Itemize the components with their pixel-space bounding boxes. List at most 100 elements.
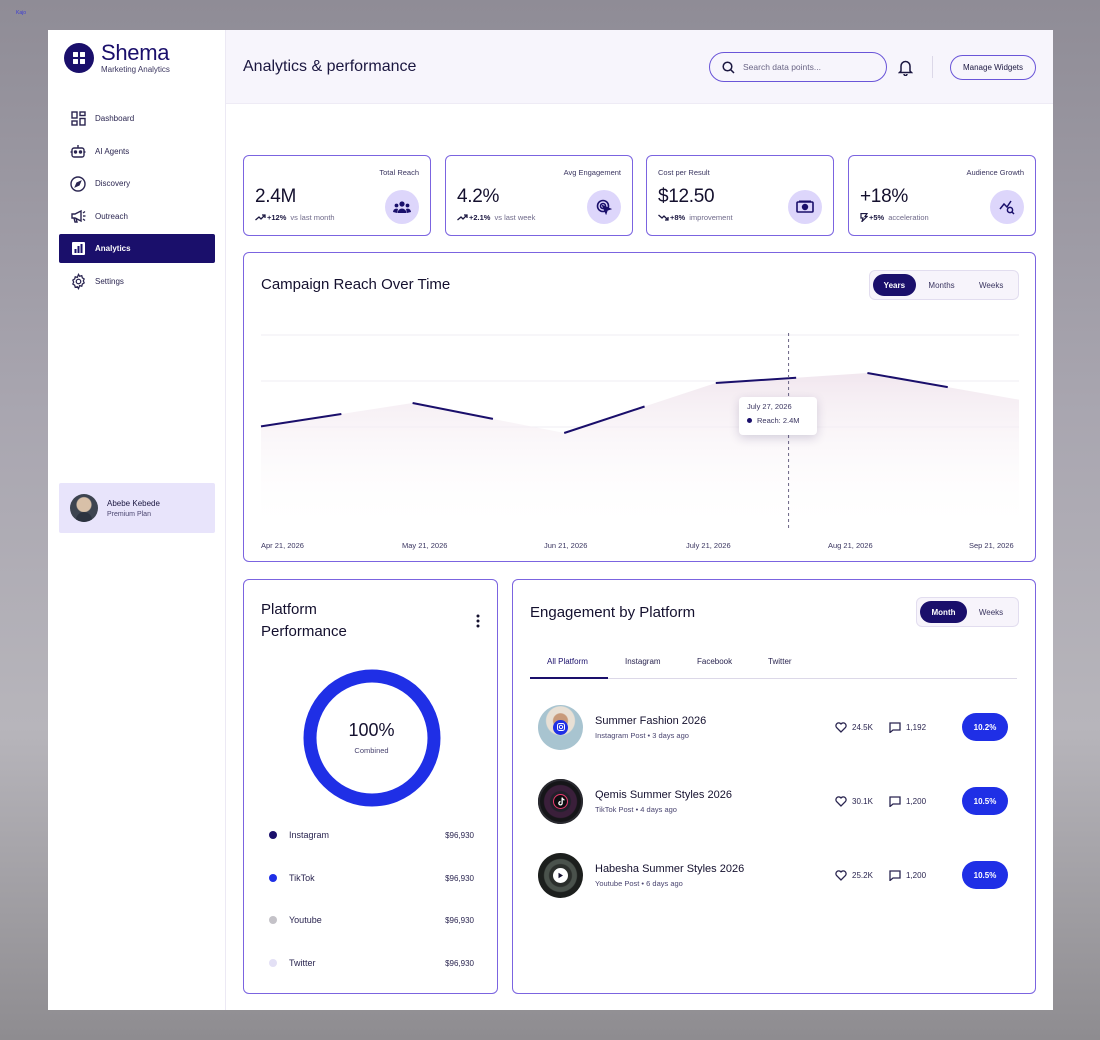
tooltip-label: Reach: 2.4M xyxy=(757,416,800,425)
robot-icon xyxy=(69,142,87,160)
range-month-button[interactable]: Month xyxy=(920,601,967,623)
comments-count: 1,200 xyxy=(889,869,926,881)
stat-value: +18% xyxy=(860,186,908,207)
list-item[interactable]: Qemis Summer Styles 2026 TikTok Post • 4… xyxy=(538,778,1008,824)
platform-title: Platform Performance xyxy=(261,599,347,643)
stat-label: Audience Growth xyxy=(966,168,1024,177)
engagement-range-toggle: Month Weeks xyxy=(916,597,1019,627)
likes-value: 24.5K xyxy=(852,722,873,732)
sidebar-item-analytics[interactable]: Analytics xyxy=(59,234,215,263)
avatar xyxy=(70,494,98,522)
megaphone-icon xyxy=(69,207,87,225)
user-profile-card[interactable]: Abebe Kebede Premium Plan xyxy=(59,483,215,533)
likes-value: 30.1K xyxy=(852,796,873,806)
comment-icon xyxy=(889,869,901,881)
x-tick-label: May 21, 2026 xyxy=(402,541,448,550)
sidebar-nav: Dashboard AI Agents Discovery Outreach xyxy=(59,104,215,299)
legend-dot xyxy=(269,959,277,967)
sidebar-item-dashboard[interactable]: Dashboard xyxy=(59,104,215,133)
likes-count: 24.5K xyxy=(835,721,873,733)
stat-card-avg-engagement[interactable]: Avg Engagement 4.2% +2.1% vs last week xyxy=(445,155,633,236)
stat-value: $12.50 xyxy=(658,186,715,207)
series-line-segment xyxy=(260,412,342,428)
legend-dot xyxy=(269,916,277,924)
stat-delta-value: +5% xyxy=(869,213,885,222)
x-tick-label: Aug 21, 2026 xyxy=(828,541,873,550)
heart-icon xyxy=(835,721,847,733)
search-input[interactable] xyxy=(743,62,873,72)
gear-icon xyxy=(69,272,87,290)
stat-delta-value: +12% xyxy=(267,213,287,222)
comment-icon xyxy=(889,721,901,733)
profile-name: Abebe Kebede xyxy=(107,498,160,508)
tooltip-date: July 27, 2026 xyxy=(747,402,792,411)
legend-item-twitter[interactable]: Twitter $96,930 xyxy=(269,958,474,968)
sidebar-item-outreach[interactable]: Outreach xyxy=(59,202,215,231)
series-line-segment xyxy=(867,372,948,389)
stat-card-total-reach[interactable]: Total Reach 2.4M +12% vs last month xyxy=(243,155,431,236)
sidebar: Shema Marketing Analytics Dashboard AI A… xyxy=(48,30,226,1010)
engagement-rate-button[interactable]: 10.2% xyxy=(962,713,1008,741)
range-months-button[interactable]: Months xyxy=(916,274,968,296)
more-options-icon[interactable] xyxy=(476,614,480,633)
sidebar-item-label: Discovery xyxy=(95,179,131,188)
heart-icon xyxy=(835,869,847,881)
sidebar-item-settings[interactable]: Settings xyxy=(59,267,215,296)
legend-name: Instagram xyxy=(289,830,330,840)
engagement-card: Engagement by Platform Month Weeks All P… xyxy=(512,579,1036,994)
tab-facebook[interactable]: Facebook xyxy=(697,657,733,666)
sidebar-item-label: Dashboard xyxy=(95,114,135,123)
manage-widgets-button[interactable]: Manage Widgets xyxy=(950,55,1036,80)
legend-item-youtube[interactable]: Youtube $96,930 xyxy=(269,915,474,925)
top-header: Analytics & performance Manage Widgets xyxy=(226,30,1053,104)
tab-instagram[interactable]: Instagram xyxy=(625,657,661,666)
stat-value: 4.2% xyxy=(457,186,500,207)
bar-chart-icon xyxy=(69,240,87,258)
range-weeks-button[interactable]: Weeks xyxy=(967,601,1015,623)
stat-label: Total Reach xyxy=(379,168,419,177)
list-item[interactable]: Summer Fashion 2026 Instagram Post • 3 d… xyxy=(538,704,1008,750)
stat-card-audience-growth[interactable]: Audience Growth +18% +5% acceleration xyxy=(848,155,1036,236)
stat-label: Avg Engagement xyxy=(563,168,621,177)
stat-card-cost-per-result[interactable]: Cost per Result $12.50 +8% improvement xyxy=(646,155,834,236)
tab-all-platform[interactable]: All Platform xyxy=(547,657,588,666)
list-item[interactable]: Habesha Summer Styles 2026 Youtube Post … xyxy=(538,852,1008,898)
sidebar-item-label: AI Agents xyxy=(95,146,130,156)
legend-item-tiktok[interactable]: TikTok $96,930 xyxy=(269,873,474,883)
legend-amount: $96,930 xyxy=(445,873,474,883)
x-tick-label: Apr 21, 2026 xyxy=(261,541,304,550)
comments-value: 1,192 xyxy=(906,722,927,732)
range-years-button[interactable]: Years xyxy=(873,274,916,296)
people-icon xyxy=(385,190,419,224)
engagement-rate-button[interactable]: 10.5% xyxy=(962,861,1008,889)
notification-bell-icon[interactable] xyxy=(897,59,914,81)
brand-subtitle: Marketing Analytics xyxy=(101,65,170,74)
engagement-title: Engagement by Platform xyxy=(530,604,696,621)
compass-icon xyxy=(69,175,87,193)
brand-name: Shema xyxy=(101,40,170,65)
trend-up-icon xyxy=(255,214,266,221)
post-title: Habesha Summer Styles 2026 xyxy=(595,862,745,875)
x-tick-label: Sep 21, 2026 xyxy=(969,541,1014,550)
post-thumbnail xyxy=(538,778,583,824)
engagement-rate-button[interactable]: 10.5% xyxy=(962,787,1008,815)
sidebar-item-discovery[interactable]: Discovery xyxy=(59,169,215,198)
donut-center: 100% Combined xyxy=(244,720,499,755)
growth-search-icon xyxy=(990,190,1024,224)
tab-twitter[interactable]: Twitter xyxy=(768,657,792,666)
trend-up-icon xyxy=(457,214,468,221)
legend-dot xyxy=(269,874,277,882)
tooltip-value: Reach: 2.4M xyxy=(747,416,809,425)
heart-icon xyxy=(835,795,847,807)
reach-range-toggle: Years Months Weeks xyxy=(869,270,1019,300)
series-line-segment xyxy=(412,402,494,420)
x-tick-label: July 21, 2026 xyxy=(686,541,731,550)
sidebar-item-ai-agents[interactable]: AI Agents xyxy=(59,137,215,166)
legend-item-instagram[interactable]: Instagram $96,930 xyxy=(269,830,474,840)
stat-delta: +5% acceleration xyxy=(860,213,929,222)
search-icon xyxy=(722,60,735,74)
range-weeks-button[interactable]: Weeks xyxy=(967,274,1015,296)
brand[interactable]: Shema Marketing Analytics xyxy=(64,42,170,74)
search-box[interactable] xyxy=(709,52,887,82)
stat-value: 2.4M xyxy=(255,186,297,207)
